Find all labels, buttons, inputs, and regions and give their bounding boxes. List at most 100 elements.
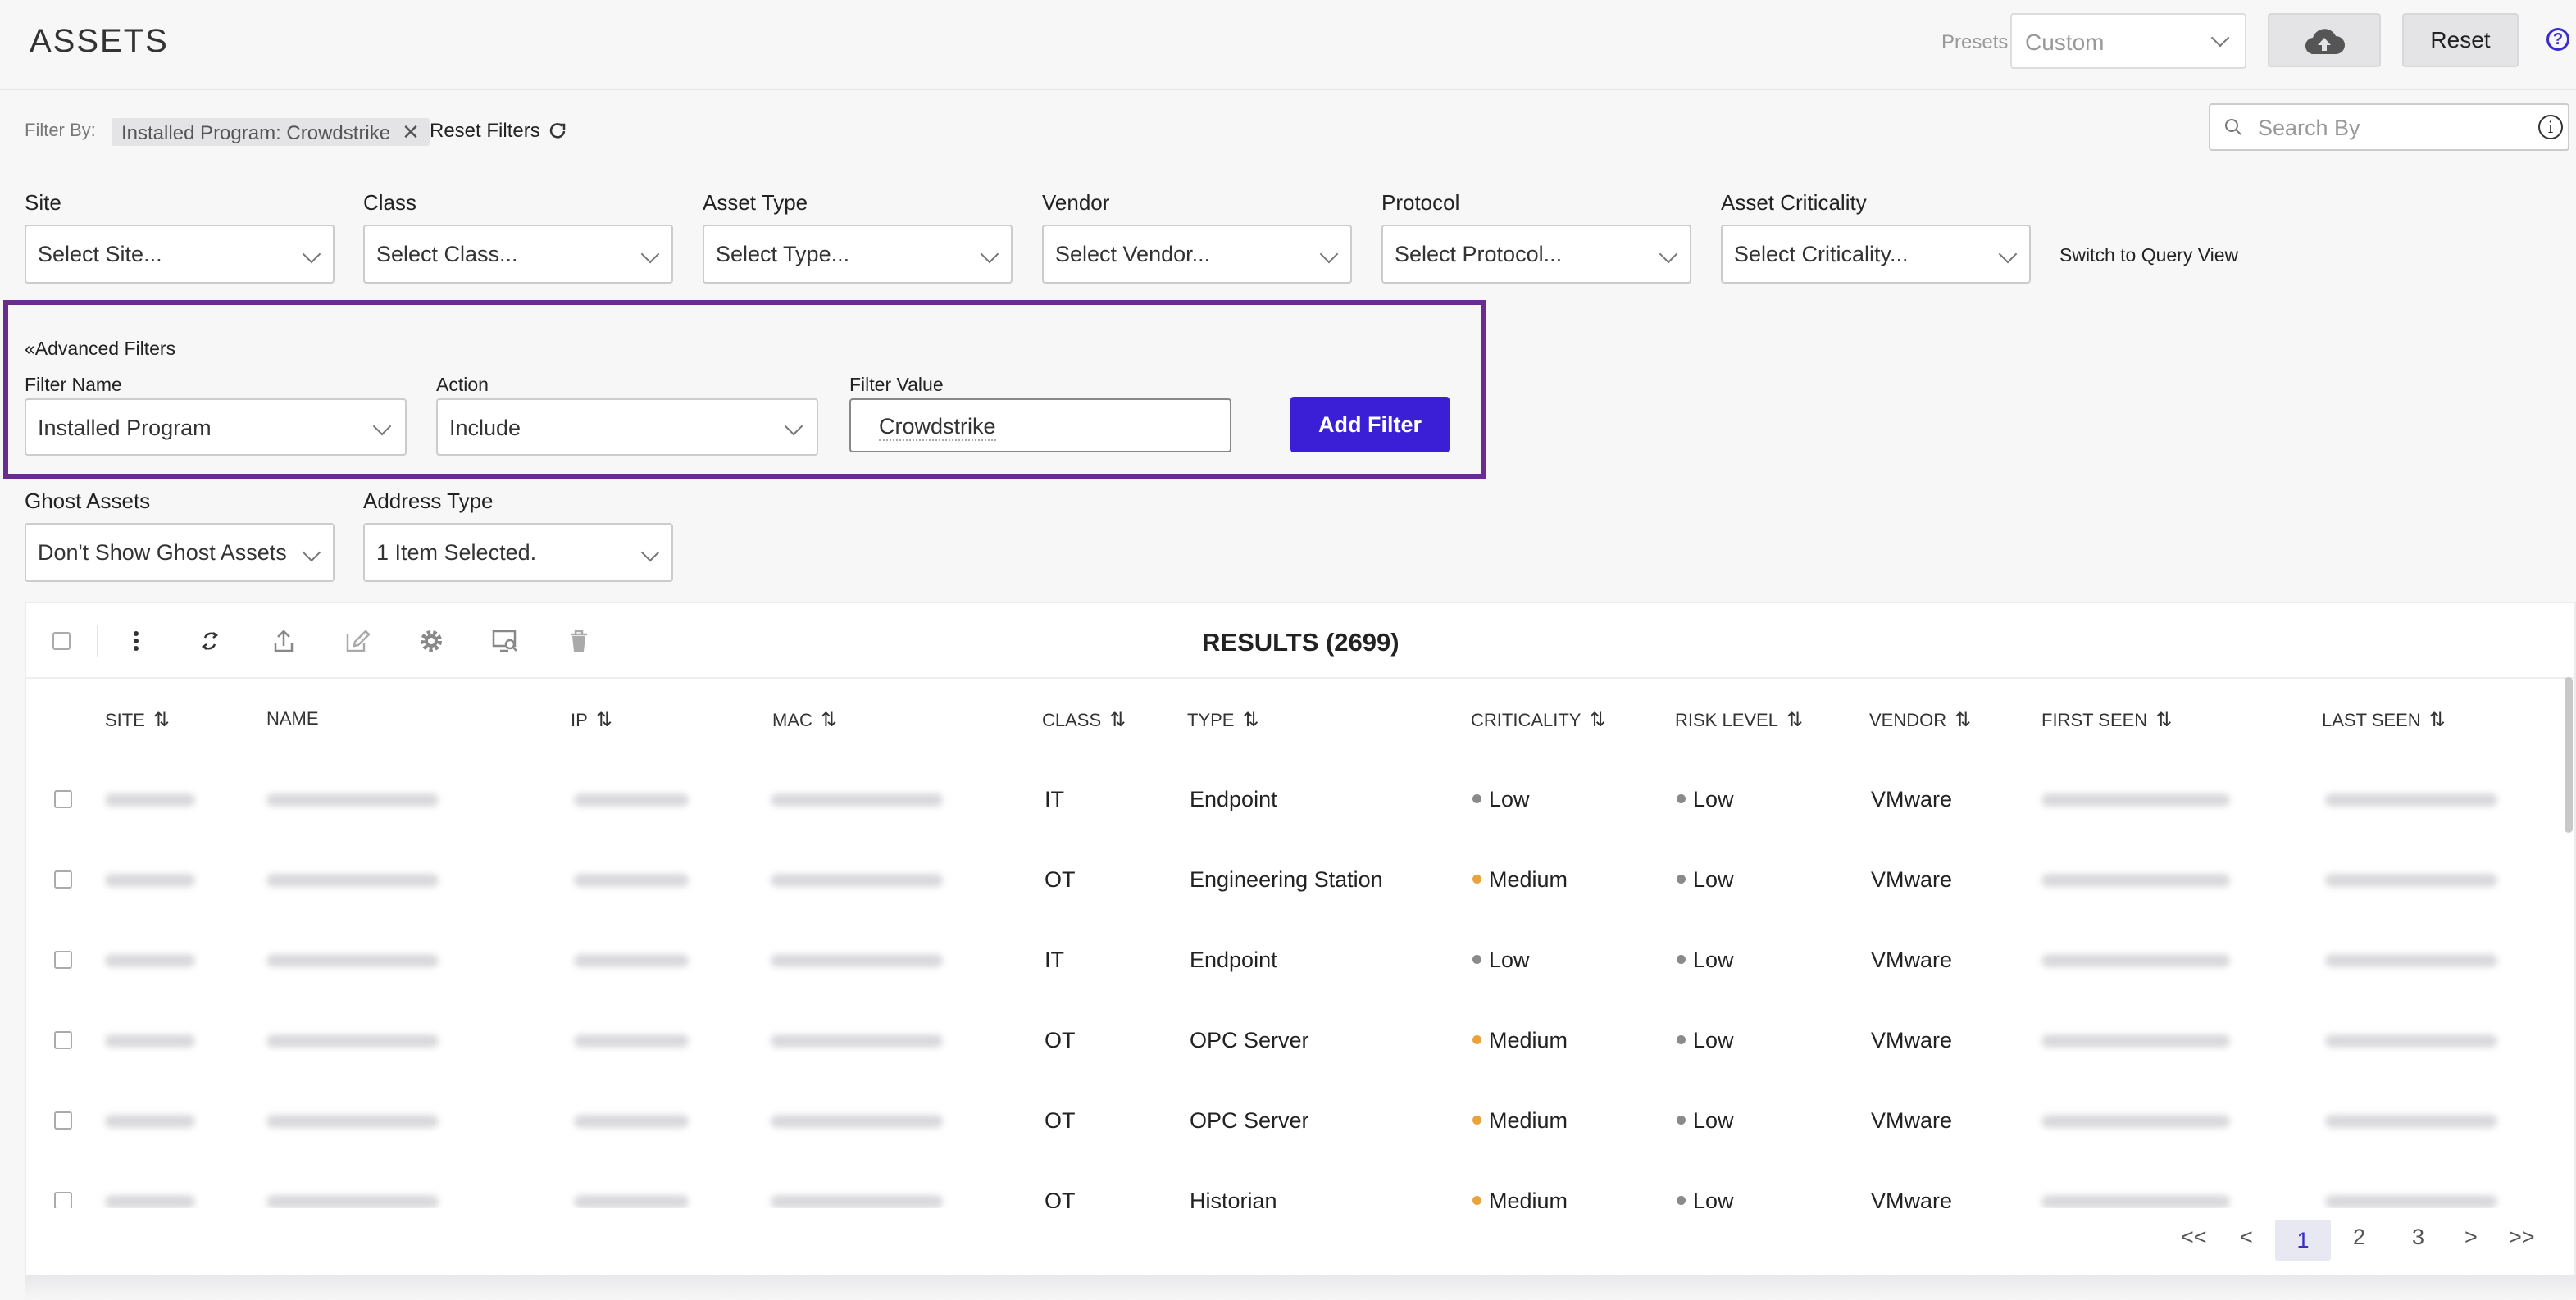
sort-icon[interactable]: ⇅ — [2428, 709, 2446, 731]
column-header-mac[interactable]: MAC ⇅ — [772, 709, 837, 731]
sync-icon[interactable] — [195, 626, 225, 656]
next-page-button[interactable]: > — [2464, 1225, 2478, 1249]
chevron-down-icon — [1998, 244, 2018, 264]
risk-level-cell: Low — [1677, 787, 1734, 812]
redacted-value — [105, 874, 195, 887]
asset-type-label: Asset Type — [703, 190, 808, 215]
info-icon[interactable]: i — [2538, 115, 2563, 139]
chevron-down-icon — [372, 416, 392, 436]
redacted-value — [771, 1195, 943, 1208]
filter-name-value: Installed Program — [38, 416, 212, 440]
first-page-button[interactable]: << — [2181, 1225, 2207, 1249]
status-dot-icon — [1472, 794, 1481, 804]
toolbar-divider — [25, 677, 2576, 679]
trash-icon[interactable] — [564, 626, 594, 656]
export-icon[interactable] — [269, 626, 298, 656]
column-header-vendor[interactable]: VENDOR ⇅ — [1869, 709, 1972, 731]
column-header-type[interactable]: TYPE ⇅ — [1187, 709, 1259, 731]
redacted-value — [574, 1195, 689, 1208]
asset-criticality-select[interactable]: Select Criticality... — [1721, 225, 2031, 284]
presets-select[interactable]: Custom — [2010, 13, 2246, 69]
column-header-site[interactable]: SITE ⇅ — [105, 709, 171, 731]
search-input[interactable]: Search By i — [2209, 103, 2569, 151]
sort-icon[interactable]: ⇅ — [2155, 709, 2173, 731]
column-header-risk-level[interactable]: RISK LEVEL ⇅ — [1675, 709, 1804, 731]
status-dot-icon — [1677, 1035, 1686, 1045]
redacted-value — [574, 793, 689, 807]
ghost-assets-value: Don't Show Ghost Assets — [38, 540, 287, 565]
gear-icon[interactable] — [416, 626, 446, 656]
class-select[interactable]: Select Class... — [363, 225, 673, 284]
column-header-name[interactable]: NAME — [266, 708, 319, 729]
asset-type-select[interactable]: Select Type... — [703, 225, 1013, 284]
page-3-button[interactable]: 3 — [2412, 1225, 2425, 1249]
sort-icon[interactable]: ⇅ — [820, 709, 837, 731]
status-dot-icon — [1472, 955, 1481, 965]
add-filter-button[interactable]: Add Filter — [1290, 397, 1450, 452]
page-1-button[interactable]: 1 — [2275, 1220, 2331, 1261]
row-checkbox[interactable] — [54, 1192, 72, 1208]
prev-page-button[interactable]: < — [2240, 1225, 2253, 1249]
type-cell: OPC Server — [1190, 1028, 1309, 1052]
reset-button[interactable]: Reset — [2402, 13, 2519, 67]
sort-icon[interactable]: ⇅ — [1786, 709, 1804, 731]
protocol-select[interactable]: Select Protocol... — [1381, 225, 1691, 284]
sort-icon[interactable]: ⇅ — [1589, 709, 1606, 731]
page-2-button[interactable]: 2 — [2353, 1225, 2366, 1249]
redacted-value — [2325, 1195, 2497, 1208]
column-header-ip[interactable]: IP ⇅ — [571, 709, 612, 731]
presets-label: Presets — [1941, 31, 2009, 53]
address-type-select[interactable]: 1 Item Selected. — [363, 523, 673, 582]
chevron-down-icon — [2210, 28, 2230, 48]
row-checkbox[interactable] — [54, 1031, 72, 1049]
site-select[interactable]: Select Site... — [25, 225, 335, 284]
ghost-assets-select[interactable]: Don't Show Ghost Assets — [25, 523, 335, 582]
column-header-criticality[interactable]: CRITICALITY ⇅ — [1471, 709, 1606, 731]
vendor-select[interactable]: Select Vendor... — [1042, 225, 1352, 284]
status-dot-icon — [1472, 1035, 1481, 1045]
filter-value-input[interactable]: Crowdstrike — [849, 398, 1231, 452]
close-icon[interactable]: ✕ — [402, 120, 420, 144]
filter-value-label: Filter Value — [849, 374, 944, 395]
type-cell: OPC Server — [1190, 1108, 1309, 1133]
last-page-button[interactable]: >> — [2509, 1225, 2535, 1249]
type-cell: Endpoint — [1190, 787, 1277, 811]
column-header-last-seen[interactable]: LAST SEEN ⇅ — [2322, 709, 2446, 731]
advanced-filters-toggle[interactable]: «Advanced Filters — [25, 338, 176, 359]
redacted-value — [574, 954, 689, 967]
sort-icon[interactable]: ⇅ — [152, 709, 171, 731]
row-checkbox[interactable] — [54, 790, 72, 808]
sort-icon[interactable]: ⇅ — [1242, 709, 1259, 731]
redacted-value — [2325, 954, 2497, 967]
redacted-value — [574, 1034, 689, 1048]
criticality-cell: Medium — [1472, 1189, 1568, 1208]
reset-filters-button[interactable]: Reset Filters — [430, 120, 567, 143]
monitor-search-icon[interactable] — [490, 626, 520, 656]
row-checkbox[interactable] — [54, 951, 72, 969]
action-value: Include — [449, 416, 521, 440]
class-cell: OT — [1045, 1028, 1076, 1052]
redacted-value — [266, 1115, 439, 1128]
results-title: RESULTS (2699) — [1202, 628, 1400, 657]
status-dot-icon — [1472, 1116, 1481, 1125]
sort-icon[interactable]: ⇅ — [595, 709, 612, 731]
action-select[interactable]: Include — [436, 398, 818, 456]
edit-icon[interactable] — [343, 626, 372, 656]
help-icon[interactable]: ? — [2546, 28, 2569, 51]
sort-icon[interactable]: ⇅ — [1955, 709, 1972, 731]
column-header-class[interactable]: CLASS ⇅ — [1042, 709, 1126, 731]
select-all-checkbox[interactable] — [52, 632, 71, 650]
redacted-value — [2325, 874, 2497, 887]
row-checkbox[interactable] — [54, 1111, 72, 1130]
filter-name-select[interactable]: Installed Program — [25, 398, 407, 456]
status-dot-icon — [1677, 794, 1686, 804]
row-checkbox[interactable] — [54, 870, 72, 889]
vendor-cell: VMware — [1871, 1028, 1953, 1052]
sort-icon[interactable]: ⇅ — [1109, 709, 1126, 731]
status-dot-icon — [1677, 1196, 1686, 1206]
scrollbar[interactable] — [2565, 677, 2573, 833]
switch-to-query-view-link[interactable]: Switch to Query View — [2059, 244, 2239, 266]
upload-button[interactable] — [2268, 13, 2381, 67]
column-header-first-seen[interactable]: FIRST SEEN ⇅ — [2041, 709, 2173, 731]
more-options-icon[interactable] — [121, 626, 151, 656]
